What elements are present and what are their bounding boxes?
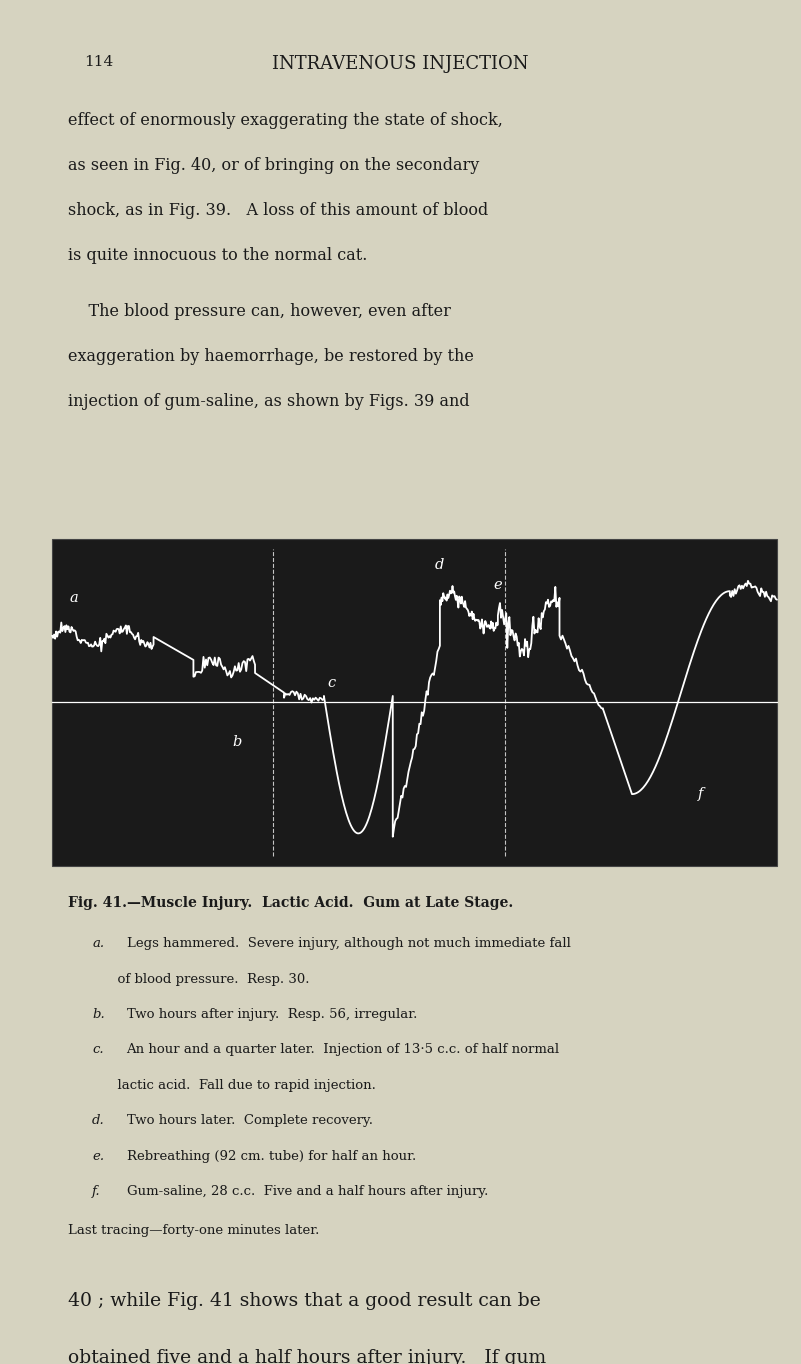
Text: a.: a. [92, 937, 104, 951]
Text: Two hours later.  Complete recovery.: Two hours later. Complete recovery. [127, 1114, 372, 1128]
Text: b: b [232, 735, 242, 749]
Text: An hour and a quarter later.  Injection of 13·5 c.c. of half normal: An hour and a quarter later. Injection o… [127, 1043, 560, 1057]
Text: as seen in Fig. 40, or of bringing on the secondary: as seen in Fig. 40, or of bringing on th… [68, 157, 479, 173]
Bar [52, 539, 777, 866]
Text: Rebreathing (92 cm. tube) for half an hour.: Rebreathing (92 cm. tube) for half an ho… [127, 1150, 416, 1163]
Text: c.: c. [92, 1043, 104, 1057]
Text: The blood pressure can, however, even after: The blood pressure can, however, even af… [68, 303, 451, 319]
Text: d: d [435, 558, 445, 572]
Text: f.: f. [92, 1185, 101, 1199]
Text: lactic acid.  Fall due to rapid injection.: lactic acid. Fall due to rapid injection… [92, 1079, 376, 1093]
Text: Fig. 41.—Muscle Injury.  Lactic Acid.  Gum at Late Stage.: Fig. 41.—Muscle Injury. Lactic Acid. Gum… [68, 896, 513, 910]
Text: effect of enormously exaggerating the state of shock,: effect of enormously exaggerating the st… [68, 112, 503, 128]
Text: injection of gum-saline, as shown by Figs. 39 and: injection of gum-saline, as shown by Fig… [68, 393, 469, 409]
Text: is quite innocuous to the normal cat.: is quite innocuous to the normal cat. [68, 247, 368, 263]
Text: obtained five and a half hours after injury.   If gum: obtained five and a half hours after inj… [68, 1349, 546, 1364]
Text: shock, as in Fig. 39.   A loss of this amount of blood: shock, as in Fig. 39. A loss of this amo… [68, 202, 489, 218]
Text: d.: d. [92, 1114, 105, 1128]
Text: 114: 114 [84, 55, 114, 68]
Text: exaggeration by haemorrhage, be restored by the: exaggeration by haemorrhage, be restored… [68, 348, 474, 364]
Text: Two hours after injury.  Resp. 56, irregular.: Two hours after injury. Resp. 56, irregu… [127, 1008, 417, 1022]
Text: Last tracing—forty-one minutes later.: Last tracing—forty-one minutes later. [68, 1224, 320, 1237]
Text: e: e [493, 577, 502, 592]
Text: c: c [327, 675, 336, 690]
Text: a: a [70, 591, 78, 604]
Text: Legs hammered.  Severe injury, although not much immediate fall: Legs hammered. Severe injury, although n… [127, 937, 570, 951]
Text: e.: e. [92, 1150, 104, 1163]
Text: of blood pressure.  Resp. 30.: of blood pressure. Resp. 30. [92, 973, 310, 986]
Text: Gum-saline, 28 c.c.  Five and a half hours after injury.: Gum-saline, 28 c.c. Five and a half hour… [127, 1185, 488, 1199]
Text: 40 ; while Fig. 41 shows that a good result can be: 40 ; while Fig. 41 shows that a good res… [68, 1292, 541, 1309]
Text: f: f [698, 787, 703, 801]
Text: b.: b. [92, 1008, 105, 1022]
Text: INTRAVENOUS INJECTION: INTRAVENOUS INJECTION [272, 55, 529, 72]
